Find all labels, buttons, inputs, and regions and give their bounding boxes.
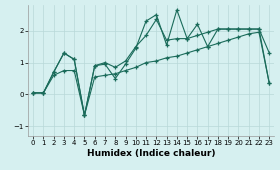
X-axis label: Humidex (Indice chaleur): Humidex (Indice chaleur) [87, 149, 215, 158]
